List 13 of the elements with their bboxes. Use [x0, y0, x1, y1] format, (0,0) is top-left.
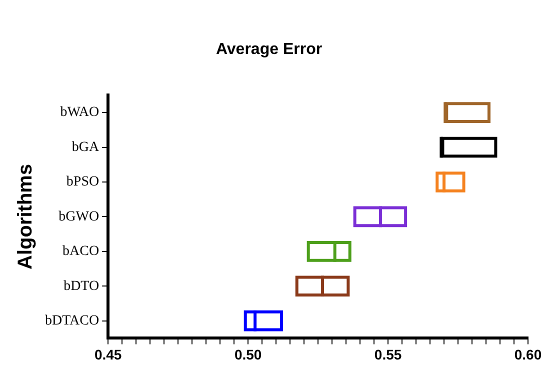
y-tick-label: bACO — [62, 244, 100, 260]
y-tick-label: bGA — [72, 140, 100, 155]
x-tick-label: 0.50 — [234, 346, 262, 362]
y-tick-label: bWAO — [60, 105, 100, 120]
y-tick-label: bDTO — [64, 278, 100, 294]
x-tick-label: 0.55 — [374, 346, 402, 362]
chart-title: Average Error — [216, 41, 322, 58]
x-tick-label: 0.45 — [94, 346, 122, 362]
y-tick-label: bPSO — [66, 174, 100, 190]
y-axis-title: Algorithms — [14, 164, 37, 270]
y-tick-label: bDTACO — [44, 314, 100, 329]
y-tick-label: bGWO — [58, 209, 100, 224]
x-tick-label: 0.60 — [514, 346, 542, 362]
